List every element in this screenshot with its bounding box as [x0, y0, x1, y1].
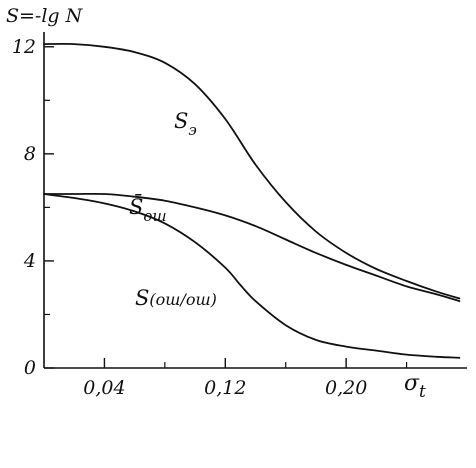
y-tick-label: 8	[24, 143, 36, 165]
series-label-s-bar-osh: S̄ош	[129, 194, 167, 225]
series-line-s-e	[43, 42, 461, 300]
series-curves	[43, 42, 461, 359]
series-label-s-bar-osh-sub: ош	[143, 207, 166, 225]
x-tick-label: 0,12	[204, 377, 246, 399]
series-label-s-bar-osh-main: S̄	[129, 194, 143, 219]
y-tick-label: 4	[23, 250, 36, 272]
x-axis-title-subscript: t	[419, 382, 426, 402]
axis-tick-labels: 0 4 8 12 0,04 0,12 0,20	[12, 36, 367, 399]
x-tick-label: 0,20	[325, 377, 367, 399]
x-axis-title-symbol: σ	[404, 371, 420, 396]
axis-ticks	[44, 46, 408, 369]
y-axis-title: S=-lg N	[6, 5, 84, 27]
series-label-s-e: Sэ	[174, 109, 197, 139]
y-tick-label: 0	[24, 357, 36, 379]
series-label-s-e-main: S	[174, 109, 188, 133]
y-tick-label: 12	[12, 36, 36, 58]
series-label-s-e-sub: э	[188, 121, 196, 139]
series-label-s-osh-osh: S(ош/ош)	[135, 286, 217, 310]
x-tick-label: 0,04	[83, 377, 125, 399]
series-line-s-osh-osh	[43, 193, 461, 359]
series-label-s-osh-osh-main: S	[135, 286, 149, 310]
x-axis-title: σt	[404, 371, 426, 402]
series-line-s-bar-osh	[43, 192, 461, 302]
series-label-s-osh-osh-sub: (ош/ош)	[149, 290, 216, 309]
